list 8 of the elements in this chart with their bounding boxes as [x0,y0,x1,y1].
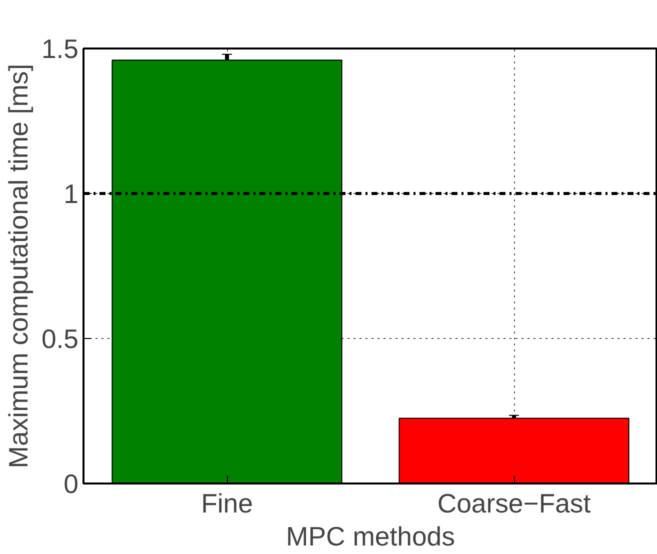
y-tick-label: 0 [64,469,79,499]
y-tick-label: 0.5 [41,324,79,354]
x-axis-title: MPC methods [286,522,455,552]
y-tick-label: 1.5 [41,34,79,64]
y-tick-label: 1 [64,179,79,209]
x-tick-label: Fine [201,488,253,518]
y-axis-title: Maximum computational time [ms] [3,64,34,468]
x-tick-label: Coarse−Fast [437,488,592,518]
